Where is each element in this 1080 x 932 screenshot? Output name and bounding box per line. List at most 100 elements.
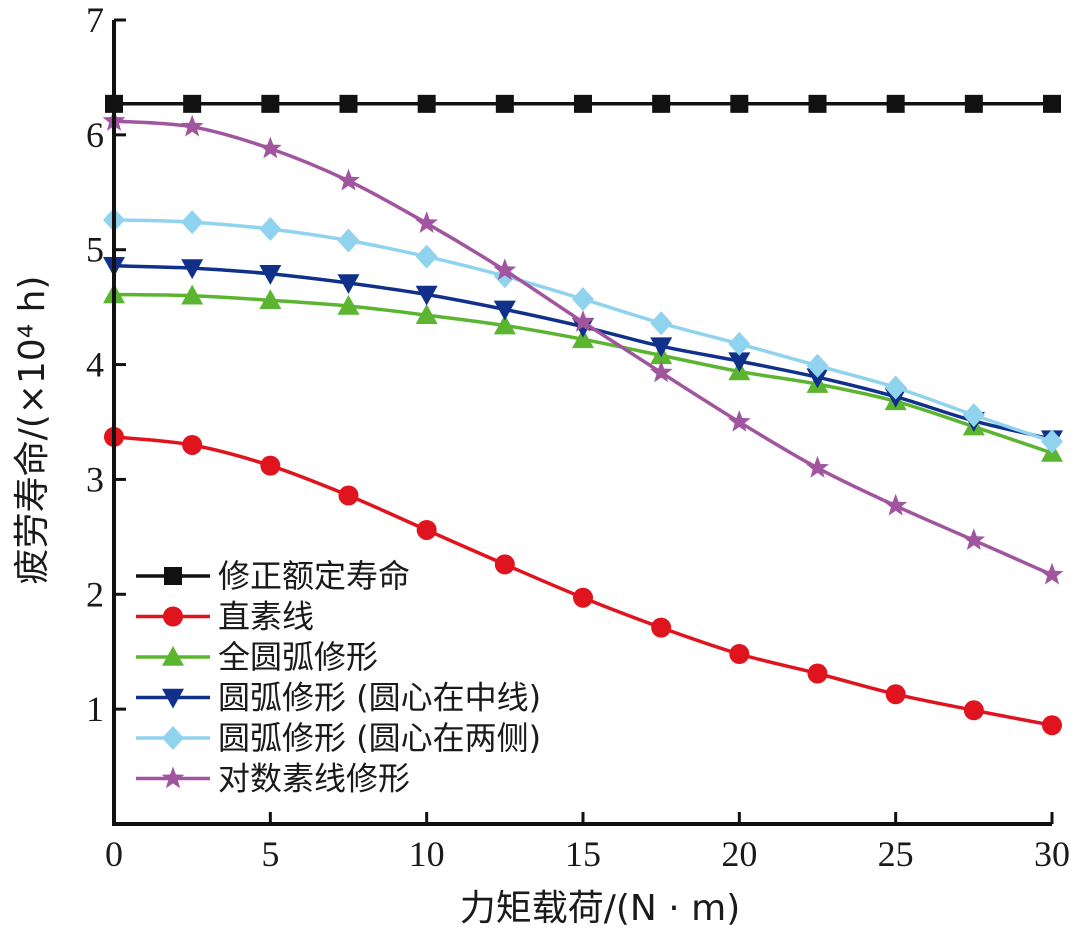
data-point <box>259 265 282 285</box>
data-point <box>807 663 828 684</box>
legend-marker <box>162 726 184 750</box>
data-point <box>415 285 438 306</box>
legend-marker <box>162 646 184 666</box>
data-point <box>493 300 516 321</box>
data-point <box>415 244 438 269</box>
data-point <box>571 310 595 332</box>
legend-item: 全圆弧修形 <box>136 638 378 676</box>
tick-layer <box>112 18 1054 824</box>
y-tick-labels: 1 2 3 4 5 6 7 <box>86 0 104 729</box>
legend-item: 对数素线修形 <box>136 760 410 798</box>
data-point <box>417 94 436 113</box>
data-point <box>259 217 282 242</box>
x-tick-label: 15 <box>565 834 601 874</box>
data-point <box>884 375 907 400</box>
data-point <box>181 284 204 305</box>
data-point <box>337 168 360 191</box>
data-point <box>650 311 673 336</box>
data-point <box>649 360 673 383</box>
data-point <box>728 352 751 373</box>
data-point <box>1040 562 1064 585</box>
y-tick-label: 6 <box>86 115 104 155</box>
legend-item: 修正额定寿命 <box>136 557 410 595</box>
data-point <box>885 684 906 705</box>
data-point <box>493 314 516 335</box>
data-point <box>261 94 280 113</box>
data-point <box>730 94 749 113</box>
data-point <box>572 328 594 349</box>
x-tick-label: 20 <box>721 834 757 874</box>
x-tick-label: 0 <box>105 834 123 874</box>
data-point <box>339 94 358 113</box>
data-point <box>1042 715 1062 736</box>
series-3 <box>103 256 1063 451</box>
legend-item: 直素线 <box>136 598 314 636</box>
legend-marker <box>161 766 185 789</box>
data-point <box>886 94 905 113</box>
y-tick-label: 7 <box>86 0 104 40</box>
data-point <box>727 410 751 432</box>
legend-item: 圆弧修形 (圆心在两侧) <box>136 719 541 757</box>
x-tick-label: 10 <box>409 834 445 874</box>
x-tick-label: 30 <box>1034 834 1070 874</box>
data-point <box>259 289 282 310</box>
x-tick-labels: 0 5 10 15 20 25 30 <box>105 834 1070 874</box>
data-point <box>884 493 908 516</box>
data-point <box>494 554 515 575</box>
data-point <box>728 331 751 356</box>
data-point <box>416 519 437 540</box>
data-point <box>493 258 517 281</box>
data-point <box>806 353 829 378</box>
data-point <box>964 94 983 113</box>
series-2 <box>103 283 1063 462</box>
data-point <box>495 94 514 113</box>
y-tick-label: 3 <box>86 459 104 499</box>
legend-label: 圆弧修形 (圆心在两侧) <box>218 719 541 757</box>
series-1 <box>104 426 1062 736</box>
y-tick-label: 5 <box>86 230 104 270</box>
data-point <box>337 228 360 253</box>
series-0 <box>105 94 1061 113</box>
data-point <box>181 210 204 235</box>
legend-label: 全圆弧修形 <box>218 638 378 676</box>
data-point <box>180 114 204 137</box>
y-tick-label: 2 <box>86 574 104 614</box>
data-point <box>573 587 593 608</box>
data-point <box>729 644 750 665</box>
data-point <box>651 617 672 638</box>
legend-label: 直素线 <box>218 598 314 636</box>
data-point <box>652 94 671 113</box>
data-point <box>260 455 281 476</box>
data-point <box>337 294 360 315</box>
data-point <box>806 455 829 478</box>
data-point <box>183 94 202 113</box>
legend-marker <box>164 567 182 585</box>
legend-label: 圆弧修形 (圆心在中线) <box>218 679 541 717</box>
y-tick-label: 1 <box>86 689 104 729</box>
x-tick-label: 25 <box>878 834 914 874</box>
legend-item: 圆弧修形 (圆心在中线) <box>136 679 541 717</box>
data-point <box>415 304 438 324</box>
data-point <box>338 485 359 506</box>
data-point <box>963 700 984 721</box>
x-axis-title: 力矩载荷/(N · m) <box>460 888 741 929</box>
data-point <box>415 211 439 233</box>
y-axis-title: 疲劳寿命/(×10⁴ h) <box>12 276 53 585</box>
y-tick-label: 4 <box>86 345 104 385</box>
data-point <box>258 136 282 159</box>
data-point <box>806 368 829 389</box>
data-point <box>574 94 592 113</box>
data-point <box>808 94 827 113</box>
data-point <box>337 274 360 295</box>
x-tick-label: 5 <box>261 834 279 874</box>
series-5 <box>102 109 1064 585</box>
data-point <box>1043 94 1061 113</box>
data-point <box>1041 429 1063 454</box>
data-point <box>650 337 673 358</box>
data-point <box>962 403 985 428</box>
data-point <box>182 434 203 455</box>
legend-label: 对数素线修形 <box>218 760 410 798</box>
data-point <box>572 287 594 312</box>
